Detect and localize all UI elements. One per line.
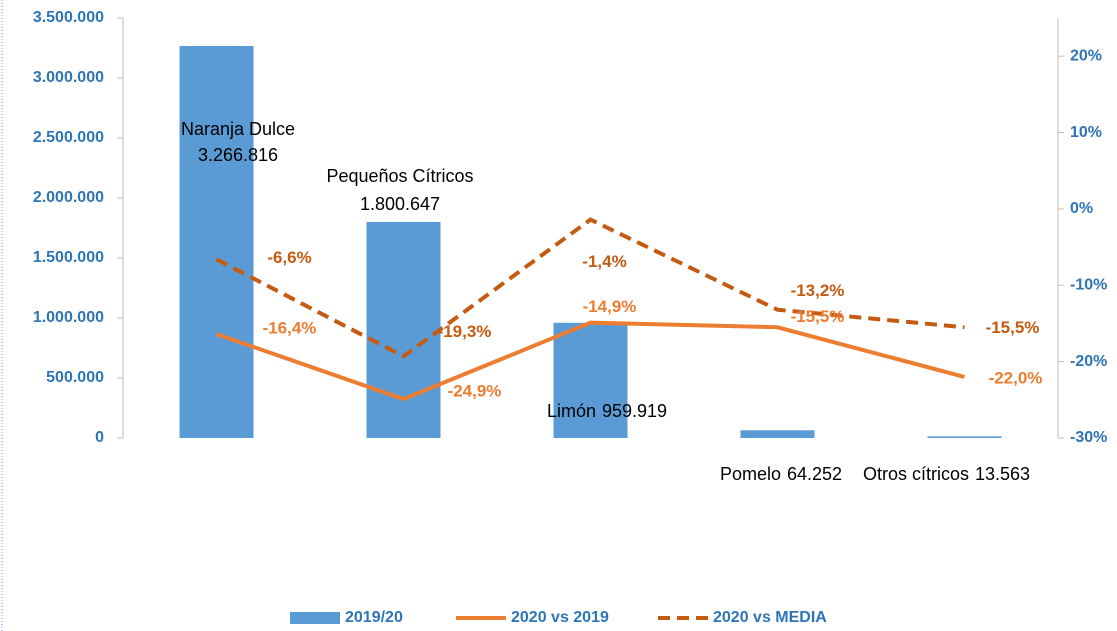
legend-label: 2019/20	[345, 609, 403, 626]
y-tick-label: 0	[95, 429, 104, 446]
category-label: Pomelo	[720, 464, 781, 484]
value-label: 13.563	[975, 464, 1030, 484]
legend-swatch	[290, 612, 340, 624]
data-label: -19,3%	[438, 322, 492, 341]
data-label: -1,4%	[582, 252, 626, 271]
category-label: Limón	[547, 401, 596, 421]
data-label: -14,9%	[583, 297, 637, 316]
y-tick-label: 3.000.000	[33, 69, 104, 86]
y2-tick-label: -30%	[1070, 429, 1107, 446]
bar	[927, 436, 1002, 438]
y-tick-label: 1.500.000	[33, 249, 104, 266]
y2-tick-label: 10%	[1070, 124, 1102, 141]
data-label: -15,5%	[986, 318, 1040, 337]
bar	[553, 322, 628, 438]
category-label: Otros cítricos	[863, 464, 969, 484]
data-label: -15,5%	[791, 307, 845, 326]
data-label: -13,2%	[791, 281, 845, 300]
y2-tick-label: -10%	[1070, 276, 1107, 293]
line-series	[215, 217, 965, 359]
y2-tick-label: 20%	[1070, 47, 1102, 64]
bar	[740, 430, 815, 438]
line-series	[215, 320, 966, 402]
data-label: -22,0%	[989, 368, 1043, 387]
value-label: 1.800.647	[360, 194, 440, 214]
y-tick-label: 500.000	[46, 369, 104, 386]
data-label: -6,6%	[267, 248, 311, 267]
y-tick-label: 3.500.000	[33, 9, 104, 26]
category-label: Pequeños Cítricos	[326, 166, 473, 186]
data-label: -16,4%	[263, 319, 317, 338]
value-label: 959.919	[602, 401, 667, 421]
bar	[179, 45, 254, 438]
y-tick-label: 2.000.000	[33, 189, 104, 206]
y2-tick-label: -20%	[1070, 353, 1107, 370]
legend-label: 2020 vs MEDIA	[713, 609, 827, 626]
y-tick-label: 2.500.000	[33, 129, 104, 146]
y-tick-label: 1.000.000	[33, 309, 104, 326]
data-label: -24,9%	[448, 382, 502, 401]
category-label: Naranja Dulce	[181, 119, 295, 139]
value-label: 3.266.816	[198, 145, 278, 165]
legend-label: 2020 vs 2019	[511, 609, 609, 626]
value-label: 64.252	[787, 464, 842, 484]
bar	[366, 221, 441, 438]
y2-tick-label: 0%	[1070, 200, 1093, 217]
